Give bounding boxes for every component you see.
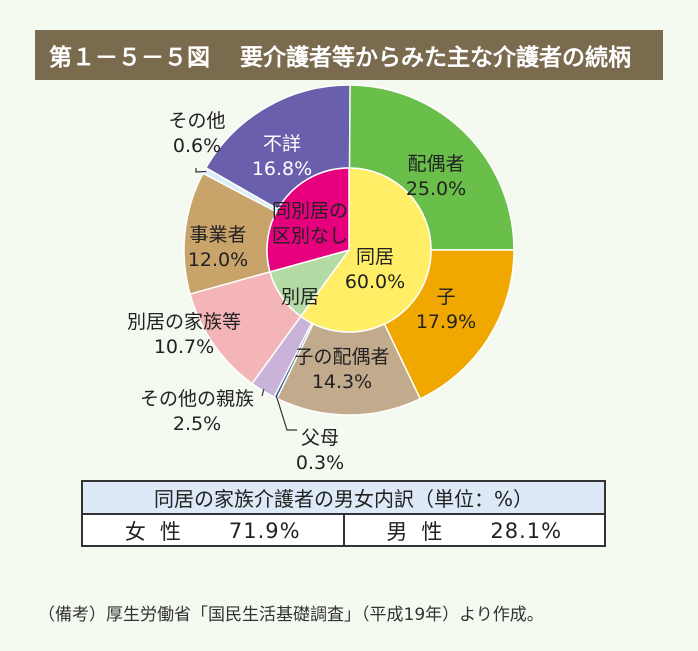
gender-breakdown-table: 同居の家族介護者の男女内訳（単位：%） 女性 71.9% 男性 28.1% <box>81 480 606 547</box>
outer-label-3: 父母 0.3% <box>296 427 344 474</box>
outer-label-6: 事業者 12.0% <box>188 224 248 271</box>
breakdown-title: 同居の家族介護者の男女内訳（単位：%） <box>83 482 604 515</box>
outer-ring <box>183 84 515 416</box>
inner-slice-2 <box>266 167 350 273</box>
leader-line-other-relatives <box>261 388 265 397</box>
inner-ring <box>266 167 432 333</box>
male-cell: 男性 28.1% <box>342 515 605 547</box>
outer-label-7: その他 0.6% <box>168 110 225 157</box>
inner-label-0: 同居 60.0% <box>345 246 405 293</box>
figure-number: 第１－５－５図 <box>49 45 210 71</box>
outer-label-2: 子の配偶者 14.3% <box>294 346 389 393</box>
leader-line-parents <box>275 395 297 431</box>
slice-labels: 配偶者 25.0% 子 17.9% 子の配偶者 14.3% 父母 0.3% その他の親族 2.5%… <box>127 110 476 474</box>
figure-title-bar: 第１－５－５図 要介護者等からみた主な介護者の続柄 <box>35 30 663 80</box>
male-label: 男性 <box>386 520 457 544</box>
outer-label-0: 配偶者 25.0% <box>406 153 466 200</box>
figure-title: 要介護者等からみた主な介護者の続柄 <box>240 45 631 71</box>
female-cell: 女性 71.9% <box>83 515 343 547</box>
inner-slice-0 <box>299 167 432 333</box>
female-label: 女性 <box>124 520 195 544</box>
leader-lines <box>195 168 297 431</box>
female-value: 71.9% <box>228 519 301 543</box>
outer-label-8: 不詳 16.8% <box>252 133 312 180</box>
inner-label-2: 同別居の区別なし <box>272 200 348 247</box>
source-note: （備考）厚生労働省「国民生活基礎調査」（平成19年）より作成。 <box>38 605 544 625</box>
outer-label-5: 別居の家族等 10.7% <box>127 311 241 358</box>
leader-line-other <box>195 168 207 173</box>
outer-label-4: その他の親族 2.5% <box>140 388 254 435</box>
breakdown-row: 女性 71.9% 男性 28.1% <box>83 515 604 547</box>
male-value: 28.1% <box>490 519 563 543</box>
inner-label-1: 別居 <box>281 286 319 308</box>
nested-donut-chart: 配偶者 25.0% 子 17.9% 子の配偶者 14.3% 父母 0.3% その他の親族 2.5%… <box>127 84 515 474</box>
outer-label-1: 子 17.9% <box>416 286 476 333</box>
